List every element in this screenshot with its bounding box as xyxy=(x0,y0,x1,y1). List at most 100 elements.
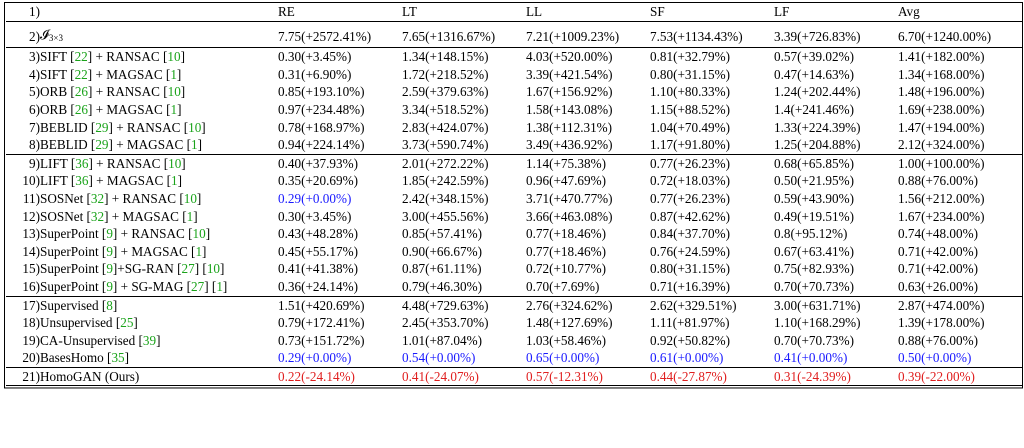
cell-ll: 1.48(+127.69%) xyxy=(526,315,613,331)
method-text: ] + MAGSAC [ xyxy=(112,243,196,259)
cell-lt: 0.41(-24.07%) xyxy=(402,367,526,387)
method-text: ] + MAGSAC [ xyxy=(87,66,171,82)
method-text: ] xyxy=(201,119,206,135)
method-text: ] xyxy=(202,243,207,259)
cell-sf: 0.44(-27.87%) xyxy=(650,367,774,387)
method-name: CA-Unsupervised [39] xyxy=(40,332,278,350)
method-name: SIFT [22] + RANSAC [10] xyxy=(40,48,278,66)
header-col-lt: LT xyxy=(402,3,526,22)
method-text: HomoGAN (Ours) xyxy=(40,368,140,384)
cell-ll: 0.70(+7.69%) xyxy=(526,277,650,297)
cell-avg: 0.71(+42.00%) xyxy=(898,261,978,277)
cell-avg: 2.12(+324.00%) xyxy=(898,136,1022,155)
cell-lt: 7.65(+1316.67%) xyxy=(402,21,526,49)
table-row: 8) BEBLID [29] + MAGSAC [1] 0.94(+224.14%)… xyxy=(6,136,1022,155)
row-number: 17) xyxy=(22,297,40,313)
cell-avg: 1.67(+234.00%) xyxy=(898,208,985,224)
table-row: 17) Supervised [8] 1.51(+420.69%) 4.48(+729… xyxy=(6,296,1022,314)
cell-lt: 0.87(+61.11%) xyxy=(402,261,482,277)
cell-sf: 0.92(+50.82%) xyxy=(650,332,730,348)
row-number: 18) xyxy=(22,315,40,331)
method-text: SOSNet [ xyxy=(40,190,91,206)
citation-ref: 9 xyxy=(106,278,113,294)
cell-lt: 2.83(+424.07%) xyxy=(402,119,489,135)
cell-lt: 2.45(+353.70%) xyxy=(402,315,489,331)
citation-ref: 10 xyxy=(167,49,181,65)
citation-ref: 35 xyxy=(111,350,125,366)
citation-ref: 10 xyxy=(206,261,220,277)
table-row: 12) SOSNet [32] + MAGSAC [1] 0.30(+3.45%) 3… xyxy=(6,208,1022,226)
cell-avg: 0.74(+48.00%) xyxy=(898,226,978,242)
cell-avg: 0.63(+26.00%) xyxy=(898,277,1022,297)
header-row-number: 1) xyxy=(6,3,40,22)
cell-avg: 1.00(+100.00%) xyxy=(898,155,985,171)
citation-ref: 22 xyxy=(74,49,88,65)
cell-lt: 2.42(+348.15%) xyxy=(402,190,489,206)
row-number: 7) xyxy=(29,119,40,135)
row-number: 8) xyxy=(6,136,40,155)
cell-lf: 1.10(+168.29%) xyxy=(774,315,861,331)
cell-ll: 0.57(-12.31%) xyxy=(526,367,650,387)
row-number: 6) xyxy=(29,101,40,117)
cell-lt: 2.01(+272.22%) xyxy=(402,155,489,171)
row-number: 14) xyxy=(22,243,40,259)
cell-lf: 0.31(-24.39%) xyxy=(774,367,898,387)
citation-ref: 10 xyxy=(188,119,202,135)
citation-ref: 1 xyxy=(170,101,178,117)
table-frame xyxy=(4,2,1023,389)
cell-lf: 1.25(+204.88%) xyxy=(774,136,898,155)
citation-ref: 10 xyxy=(167,84,181,100)
method-text: SOSNet [ xyxy=(40,208,91,224)
method-text: ] + RANSAC [ xyxy=(112,226,193,242)
method-text: SIFT [ xyxy=(40,49,75,65)
cell-lt: 1.72(+218.52%) xyxy=(402,66,489,82)
table-row: 19) CA-Unsupervised [39] 0.73(+151.72%) 1.0… xyxy=(6,332,1022,350)
row-number: 9) xyxy=(29,155,40,171)
cell-sf: 0.71(+16.39%) xyxy=(650,277,774,297)
cell-sf: 1.11(+81.97%) xyxy=(650,315,730,331)
cell-ll: 0.96(+47.69%) xyxy=(526,173,606,189)
header-col-re: RE xyxy=(278,3,402,22)
cell-lf: 0.70(+70.73%) xyxy=(774,332,854,348)
cell-re: 0.97(+234.48%) xyxy=(278,101,365,117)
method-name: BasesHomo [35] xyxy=(40,349,278,368)
cell-sf: 1.04(+70.49%) xyxy=(650,119,730,135)
cell-ll: 2.76(+324.62%) xyxy=(526,297,613,313)
method-text: ] xyxy=(193,208,198,224)
cell-sf: 0.77(+26.23%) xyxy=(650,155,730,171)
cell-lf: 0.75(+82.93%) xyxy=(774,261,854,277)
method-name: SIFT [22] + MAGSAC [1] xyxy=(40,66,278,84)
method-name: SuperPoint [9] + RANSAC [10] xyxy=(40,225,278,243)
method-text: ] xyxy=(222,278,228,294)
citation-ref: 39 xyxy=(142,332,157,348)
cell-sf: 0.61(+0.00%) xyxy=(650,349,774,368)
table-row: 6) ORB [26] + MAGSAC [1] 0.97(+234.48%) 3.3… xyxy=(6,101,1022,119)
row-number: 20) xyxy=(6,349,40,368)
citation-ref: 36 xyxy=(75,173,89,189)
cell-sf: 0.80(+31.15%) xyxy=(650,66,730,82)
cell-sf: 0.80(+31.15%) xyxy=(650,261,730,277)
method-text: ] xyxy=(133,315,138,331)
cell-lt: 3.73(+590.74%) xyxy=(402,136,526,155)
method-name: SuperPoint [9] + SG-MAG [27] [1] xyxy=(40,277,278,297)
method-text: BasesHomo [ xyxy=(40,350,112,366)
cell-ll: 1.03(+58.46%) xyxy=(526,332,606,348)
table-row: 13) SuperPoint [9] + RANSAC [10] 0.43(+48.… xyxy=(6,225,1022,243)
method-text: ] [ xyxy=(194,261,207,277)
method-text: ] xyxy=(220,261,225,277)
cell-avg: 0.88(+76.00%) xyxy=(898,173,978,189)
cell-avg: 2.87(+474.00%) xyxy=(898,297,985,313)
row-number: 16) xyxy=(6,277,40,297)
table-row: 15) SuperPoint [9]+SG-RAN [27] [10] 0.41(+… xyxy=(6,260,1022,278)
citation-ref: 1 xyxy=(216,278,223,294)
row-number: 10) xyxy=(22,173,40,189)
method-name: SuperPoint [9] + MAGSAC [1] xyxy=(40,243,278,261)
table-row: 10) LIFT [36] + MAGSAC [1] 0.35(+20.69%) 1.… xyxy=(6,172,1022,190)
cell-sf: 2.62(+329.51%) xyxy=(650,297,737,313)
method-text: ] [ xyxy=(204,278,217,294)
cell-avg: 0.71(+42.00%) xyxy=(898,243,978,259)
method-text: ] xyxy=(196,190,202,206)
citation-ref: 36 xyxy=(75,155,89,171)
table-row: 16) SuperPoint [9] + SG-MAG [27] [1] 0.36(… xyxy=(6,277,1022,297)
